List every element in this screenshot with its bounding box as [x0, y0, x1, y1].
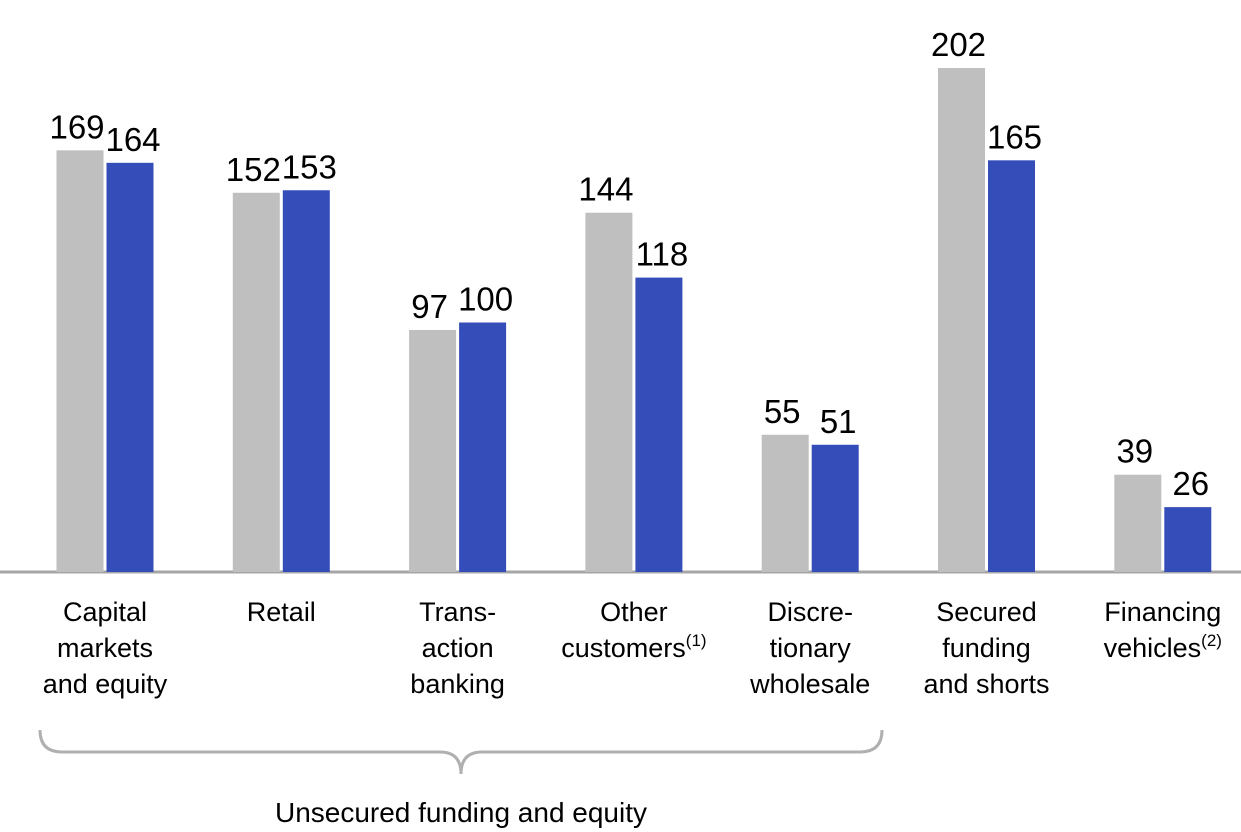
bar [56, 150, 104, 572]
bar [409, 329, 457, 572]
bar [938, 68, 985, 572]
bar [1164, 507, 1212, 572]
bar [635, 277, 683, 572]
bar [282, 190, 330, 572]
bar [585, 212, 633, 572]
x-tick-label: wholesale [749, 669, 870, 699]
label-line: Discre- [767, 597, 853, 627]
label-line: and shorts [923, 669, 1049, 699]
value-label: 202 [931, 26, 986, 63]
x-tick-label: Discre- [767, 597, 853, 627]
label-line: banking [410, 669, 505, 699]
bar [1114, 474, 1162, 572]
label-line: Retail [247, 597, 316, 627]
bar [761, 434, 809, 572]
footnote-mark: (1) [686, 631, 707, 650]
annotation: Unsecured funding and equity [275, 797, 647, 828]
label-line: Secured [936, 597, 1037, 627]
x-tick-label: markets [57, 633, 153, 663]
label-line: tionary [770, 633, 852, 663]
x-tick-label: Secured [936, 597, 1037, 627]
x-tick-label: banking [410, 669, 505, 699]
x-tick-label: Retail [247, 597, 316, 627]
bar [988, 160, 1035, 572]
label-line: action [422, 633, 494, 663]
label-line: wholesale [749, 669, 870, 699]
value-label: 165 [987, 118, 1042, 155]
bar [459, 322, 507, 572]
x-tick-label: and shorts [923, 669, 1049, 699]
bracket [38, 729, 884, 775]
bar [811, 444, 859, 572]
x-tick-label: vehicles(2) [1104, 631, 1222, 663]
x-tick-label: Capital [63, 597, 147, 627]
label-line: funding [942, 633, 1031, 663]
footnote-mark: (2) [1201, 631, 1222, 650]
value-label: 26 [1172, 465, 1209, 502]
label-line: Trans- [419, 597, 496, 627]
label-line: customers [561, 633, 686, 663]
bar [232, 192, 280, 572]
x-tick-label: funding [942, 633, 1031, 663]
x-tick-label: Other [600, 597, 668, 627]
label-line: Other [600, 597, 668, 627]
value-label: 152 [226, 151, 281, 188]
x-tick-label: and equity [43, 669, 168, 699]
value-label: 97 [411, 288, 448, 325]
label-line: markets [57, 633, 153, 663]
value-label: 51 [820, 403, 857, 440]
bar [106, 162, 154, 572]
value-label: 39 [1116, 433, 1153, 470]
x-tick-label: customers(1) [561, 631, 706, 663]
label-line: vehicles [1104, 633, 1202, 663]
label-line: Financing [1104, 597, 1221, 627]
value-label: 100 [458, 281, 513, 318]
x-tick-label: Trans- [419, 597, 496, 627]
value-label: 144 [578, 171, 633, 208]
value-label: 153 [282, 148, 337, 185]
label-line: and equity [43, 669, 168, 699]
x-tick-label: action [422, 633, 494, 663]
value-label: 169 [49, 108, 104, 145]
x-tick-label: tionary [770, 633, 852, 663]
label-line: Capital [63, 597, 147, 627]
value-label: 118 [636, 236, 689, 273]
x-tick-label: Financing [1104, 597, 1221, 627]
value-label: 55 [764, 393, 801, 430]
value-label: 164 [105, 121, 160, 158]
